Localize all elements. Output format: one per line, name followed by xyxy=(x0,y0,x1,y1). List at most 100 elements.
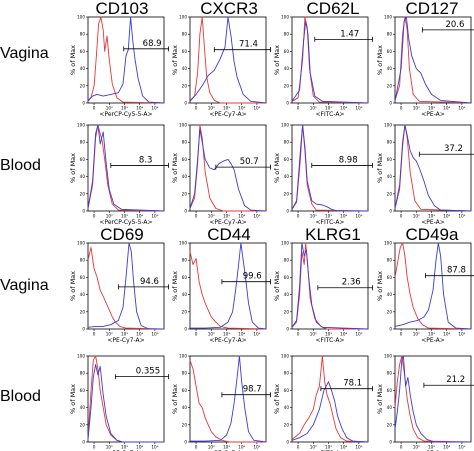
gate-percentage: 78.1 xyxy=(343,379,362,389)
plot-frame xyxy=(189,355,267,443)
histogram-panel-6: 0 20 40 60 80 100 0 10² 10³ 10⁴ 10⁵ % of Max <FITC-A… xyxy=(273,123,373,226)
y-tick-label: 60 xyxy=(387,275,393,280)
gate-percentage: 8.3 xyxy=(139,155,153,165)
x-tick-label: 10³ xyxy=(325,332,332,337)
marker-title-cd44: CD44 xyxy=(207,225,250,244)
x-tick-label: 10⁴ xyxy=(136,214,143,219)
x-tick-label: 0 xyxy=(195,445,198,450)
x-tick-label: 10⁴ xyxy=(340,214,347,219)
y-tick-label: 80 xyxy=(80,258,86,263)
blue-histogram-line xyxy=(189,16,267,104)
x-tick-label: 10² xyxy=(106,214,113,219)
blue-histogram-line xyxy=(87,16,165,104)
x-tick-label: 10³ xyxy=(325,106,332,111)
x-tick-label: 10⁴ xyxy=(443,214,450,219)
x-axis-label: <PerCP-Cy5-5-A> xyxy=(99,219,152,226)
x-tick-label: 10⁴ xyxy=(238,332,245,337)
blue-histogram-line xyxy=(394,355,471,443)
y-tick-label: 80 xyxy=(284,371,290,376)
y-tick-label: 40 xyxy=(284,174,290,179)
plot-frame xyxy=(87,16,165,104)
x-tick-label: 10³ xyxy=(325,445,332,450)
x-tick-label: 10⁵ xyxy=(151,445,158,450)
y-tick-label: 60 xyxy=(182,388,188,393)
y-tick-label: 100 xyxy=(77,123,85,128)
y-tick-label: 100 xyxy=(77,241,85,246)
y-tick-label: 100 xyxy=(179,354,187,359)
x-tick-label: 10³ xyxy=(223,106,230,111)
marker-title-cd49a: CD49a xyxy=(406,225,459,244)
y-tick-label: 80 xyxy=(182,371,188,376)
x-tick-label: 10⁴ xyxy=(340,332,347,337)
x-tick-label: 10² xyxy=(208,106,215,111)
blue-histogram-line xyxy=(87,124,165,212)
x-tick-label: 0 xyxy=(195,214,198,219)
red-histogram-line xyxy=(394,242,472,330)
x-tick-label: 10⁴ xyxy=(443,332,450,337)
red-histogram-line xyxy=(394,124,472,212)
x-tick-label: 10⁵ xyxy=(458,106,465,111)
histogram-panel-10: 0 20 40 60 80 100 0 10² 10³ 10⁴ 10⁵ % of Max <FITC-A… xyxy=(273,241,373,344)
plot-frame xyxy=(291,124,369,212)
histogram-panel-2: 0 20 40 60 80 100 0 10² 10³ 10⁴ 10⁵ % of Max <FITC-A… xyxy=(273,15,373,118)
x-tick-label: 10⁴ xyxy=(238,445,245,450)
histogram-panel-1: 0 20 40 60 80 100 0 10² 10³ 10⁴ 10⁵ % of Max <PE-Cy7… xyxy=(171,15,271,118)
x-tick-label: 10⁴ xyxy=(238,106,245,111)
x-tick-label: 0 xyxy=(93,332,96,337)
x-axis-label: <PE-Cy7-A> xyxy=(209,337,246,344)
y-tick-label: 20 xyxy=(80,191,86,196)
x-tick-label: 10² xyxy=(106,332,113,337)
y-tick-label: 80 xyxy=(284,258,290,263)
y-tick-label: 100 xyxy=(179,15,187,20)
x-tick-label: 10⁵ xyxy=(253,214,260,219)
y-tick-label: 0 xyxy=(184,209,187,214)
x-tick-label: 10³ xyxy=(223,332,230,337)
marker-title-klrg1: KLRG1 xyxy=(305,225,361,244)
blue-histogram-line xyxy=(291,20,369,104)
x-tick-label: 10⁵ xyxy=(458,214,465,219)
plot-frame xyxy=(394,124,472,212)
plot-frame xyxy=(189,242,267,330)
y-tick-label: 100 xyxy=(281,354,289,359)
x-tick-label: 0 xyxy=(93,445,96,450)
y-axis-label: % of Max xyxy=(69,271,77,301)
y-tick-label: 60 xyxy=(387,157,393,162)
x-tick-label: 0 xyxy=(297,332,300,337)
y-tick-label: 0 xyxy=(286,101,289,106)
y-tick-label: 80 xyxy=(182,258,188,263)
x-tick-label: 0 xyxy=(400,445,403,450)
x-tick-label: 10³ xyxy=(121,214,128,219)
y-tick-label: 0 xyxy=(184,101,187,106)
blue-histogram-line xyxy=(189,128,267,212)
y-tick-label: 20 xyxy=(387,83,393,88)
y-tick-label: 60 xyxy=(182,275,188,280)
y-axis-label: % of Max xyxy=(69,153,77,183)
y-tick-label: 20 xyxy=(284,191,290,196)
y-tick-label: 0 xyxy=(389,327,392,332)
y-tick-label: 20 xyxy=(80,309,86,314)
x-tick-label: 0 xyxy=(400,106,403,111)
plot-frame xyxy=(87,242,165,330)
gate-percentage: 87.8 xyxy=(447,266,466,276)
plot-frame xyxy=(394,355,472,443)
x-tick-label: 0 xyxy=(297,106,300,111)
y-axis-label: % of Max xyxy=(376,45,384,75)
row-label-2: Vagina xyxy=(0,277,49,294)
x-tick-label: 10⁴ xyxy=(443,445,450,450)
y-tick-label: 80 xyxy=(80,371,86,376)
plot-frame xyxy=(394,16,472,104)
x-tick-label: 10³ xyxy=(223,214,230,219)
y-tick-label: 0 xyxy=(184,440,187,445)
blue-histogram-line xyxy=(394,124,472,212)
histogram-panel-11: 0 20 40 60 80 100 0 10² 10³ 10⁴ 10⁵ % of Max <PE-A> 8… xyxy=(376,241,474,344)
x-tick-label: 10⁵ xyxy=(355,332,362,337)
y-axis-label: % of Max xyxy=(171,45,179,75)
blue-histogram-line xyxy=(394,16,472,104)
x-tick-label: 10³ xyxy=(121,445,128,450)
x-tick-label: 10⁴ xyxy=(136,332,143,337)
y-axis-label: % of Max xyxy=(69,45,77,75)
y-tick-label: 0 xyxy=(389,101,392,106)
x-tick-label: 10² xyxy=(413,214,420,219)
